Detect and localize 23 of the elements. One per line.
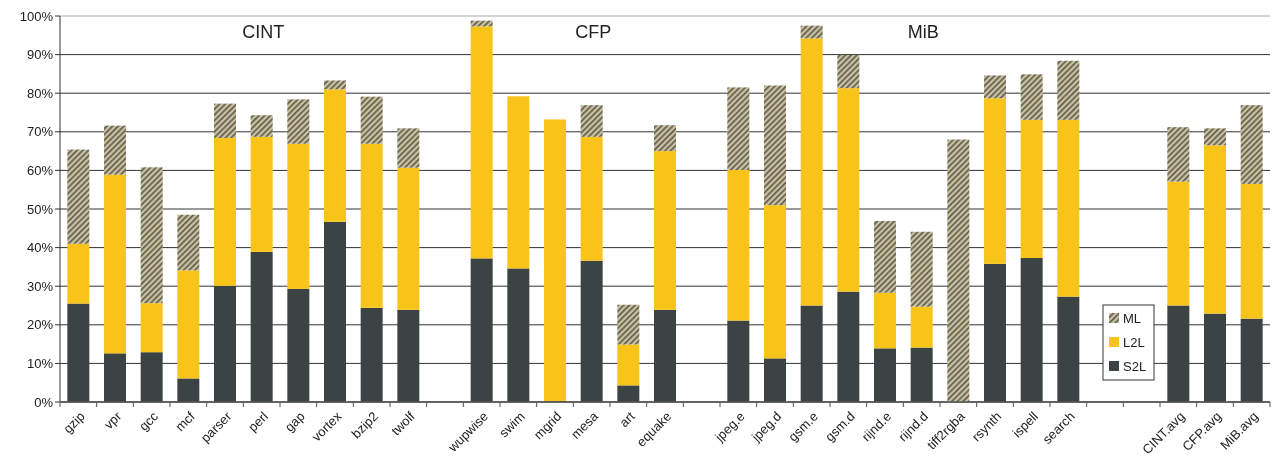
y-tick-label: 40% xyxy=(26,240,54,256)
y-tick-label: 70% xyxy=(26,124,54,140)
legend-label: ML xyxy=(1123,310,1142,326)
legend-label: L2L xyxy=(1123,334,1145,350)
y-tick-label: 90% xyxy=(26,47,54,63)
y-tick-label: 0% xyxy=(34,394,54,410)
y-tick-label: 20% xyxy=(26,317,54,333)
y-tick-label: 50% xyxy=(26,201,54,217)
y-tick-label: 100% xyxy=(19,8,54,24)
annotation: MiB xyxy=(907,22,939,42)
annotation: CFP xyxy=(575,22,612,42)
x-tick-label: mcf xyxy=(172,408,198,435)
x-tick-label: gap xyxy=(281,408,308,435)
x-tick-label: gzip xyxy=(60,408,88,437)
y-tick-label: 10% xyxy=(26,355,54,371)
y-tick-label: 80% xyxy=(26,85,54,101)
x-tick-label: gcc xyxy=(136,408,162,434)
x-tick-label: art xyxy=(616,408,638,431)
annotation: CINT xyxy=(242,22,285,42)
y-tick-label: 60% xyxy=(26,162,54,178)
y-tick-label: 30% xyxy=(26,278,54,294)
legend-label: S2L xyxy=(1123,358,1147,374)
x-tick-label: vpr xyxy=(100,408,125,433)
